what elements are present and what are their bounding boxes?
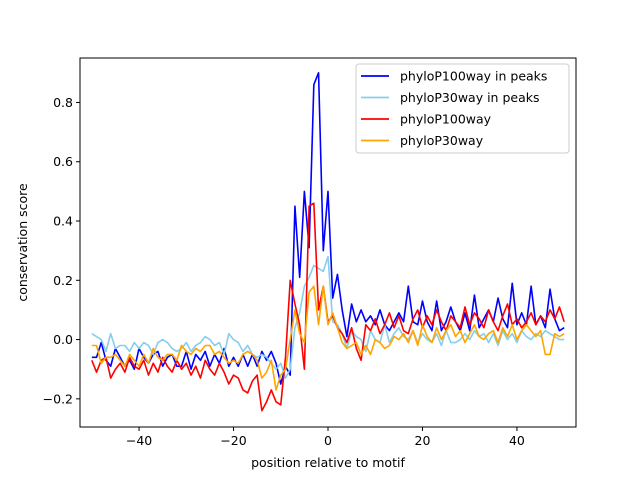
x-tick-label: 0	[324, 433, 332, 448]
legend: phyloP100way in peaks phyloP30way in peak…	[355, 63, 570, 154]
y-tick-label: 0.0	[53, 332, 73, 347]
series-layer	[91, 72, 565, 412]
y-tick-label: 0.4	[53, 214, 73, 229]
legend-frame	[355, 63, 570, 154]
legend-label: phyloP30way in peaks	[400, 90, 539, 105]
y-tick-label: 0.8	[53, 95, 73, 110]
legend-entry: phyloP30way in peaks	[361, 90, 539, 105]
y-tick-label: 0.6	[53, 154, 73, 169]
y-axis-label: conservation score	[15, 183, 30, 302]
legend-entry: phyloP100way	[361, 112, 492, 127]
x-axis: −40 −20 0 20 40	[126, 427, 525, 448]
x-tick-label: 40	[509, 433, 525, 448]
legend-label: phyloP30way	[400, 133, 484, 148]
legend-entry: phyloP100way in peaks	[361, 69, 547, 84]
series-line-phylop30way	[91, 285, 565, 391]
x-tick-label: −20	[220, 433, 246, 448]
legend-label: phyloP100way	[400, 112, 492, 127]
legend-entry: phyloP30way	[361, 133, 484, 148]
y-tick-label: −0.2	[43, 391, 73, 406]
x-tick-label: 20	[415, 433, 431, 448]
x-tick-label: −40	[126, 433, 152, 448]
legend-label: phyloP100way in peaks	[400, 69, 547, 84]
y-tick-label: 0.2	[53, 273, 73, 288]
x-axis-label: position relative to motif	[251, 455, 405, 470]
series-line-phylop100way-in-peaks	[91, 72, 565, 385]
y-axis: −0.2 0.0 0.2 0.4 0.6 0.8	[43, 95, 80, 406]
